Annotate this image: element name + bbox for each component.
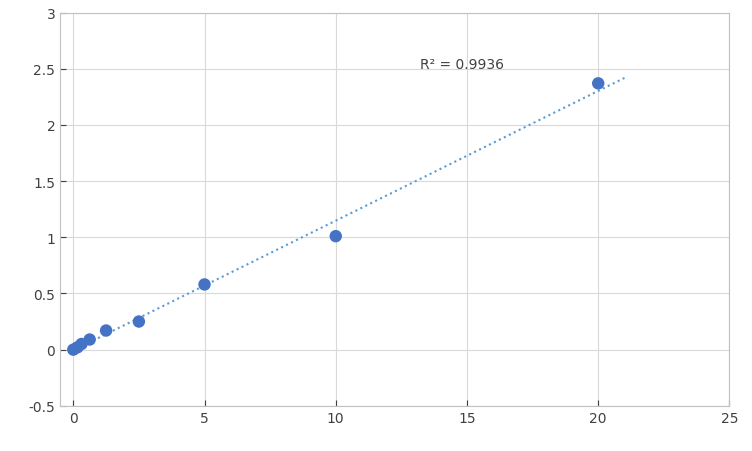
Point bbox=[592, 81, 604, 88]
Point bbox=[100, 327, 112, 334]
Point bbox=[329, 233, 341, 240]
Point bbox=[67, 346, 79, 354]
Point bbox=[83, 336, 96, 343]
Point bbox=[71, 344, 83, 351]
Text: R² = 0.9936: R² = 0.9936 bbox=[420, 58, 504, 72]
Point bbox=[133, 318, 145, 326]
Point bbox=[199, 281, 211, 289]
Point bbox=[75, 341, 87, 348]
